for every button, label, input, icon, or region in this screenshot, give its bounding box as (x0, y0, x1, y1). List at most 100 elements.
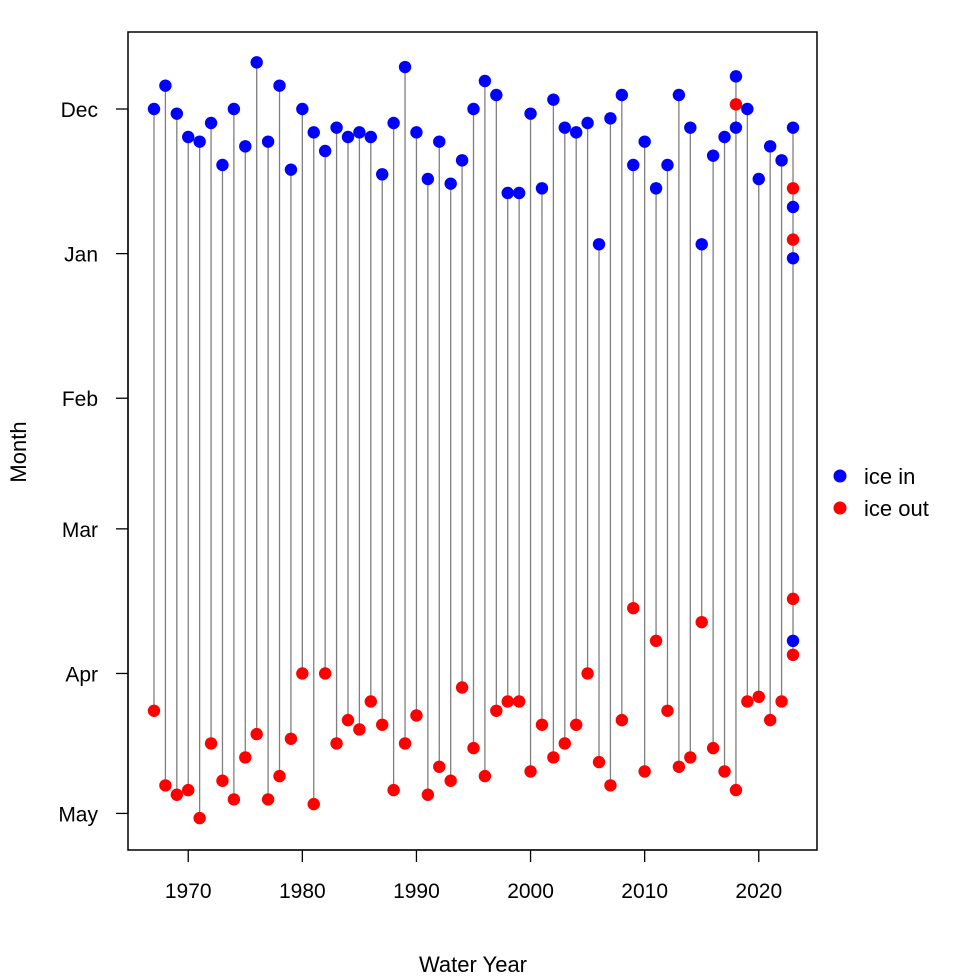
ice-out-point (444, 774, 457, 787)
ice-out-point (227, 793, 241, 806)
ice-out-point (786, 648, 800, 662)
ice-in-point (547, 93, 560, 106)
x-tick-label: 2020 (735, 880, 782, 903)
ice-in-point (569, 126, 583, 139)
x-tick-label: 1980 (279, 880, 326, 903)
legend-label: ice in (864, 464, 915, 489)
ice-in-point (535, 182, 549, 195)
ice-in-point (341, 130, 355, 144)
ice-out-point (376, 718, 389, 731)
ice-out-point (581, 667, 594, 680)
ice-out-point (170, 788, 184, 801)
ice-out-point (627, 601, 640, 615)
ice-in-point (193, 135, 206, 148)
ice-out-point (512, 695, 526, 708)
ice-out-point (239, 751, 252, 764)
ice-in-point (273, 79, 286, 92)
ice-out-point (524, 765, 537, 778)
ice-in-point (501, 186, 514, 200)
ice-out-point (193, 811, 206, 825)
ice-out-point (261, 793, 275, 806)
ice-out-point (786, 592, 800, 606)
ice-in-point (170, 107, 184, 120)
ice-out-point (501, 695, 514, 708)
ice-in-point (182, 130, 195, 144)
ice-out-point (387, 783, 400, 797)
legend-marker (833, 501, 847, 515)
ice-out-point (558, 737, 571, 750)
ice-out-point (204, 737, 218, 750)
y-tick-label: Feb (62, 388, 98, 411)
ice-out-point (763, 713, 777, 727)
ice-out-point (330, 737, 343, 750)
ice-out-point (490, 704, 503, 717)
ice-out-point (147, 704, 161, 717)
ice-in-point (296, 102, 309, 116)
ice-in-point (398, 60, 412, 74)
ice-in-point (467, 102, 480, 116)
ice-in-point (706, 149, 720, 162)
ice-in-point (752, 172, 765, 186)
ice-out-point (159, 779, 172, 792)
ice-out-point (296, 667, 309, 680)
ice-in-point (672, 88, 686, 102)
ice-in-point (455, 154, 469, 167)
ice-out-point (547, 751, 560, 764)
ice-out-point (592, 755, 606, 769)
ice-in-point (227, 102, 241, 116)
ice-out-point (569, 718, 583, 731)
ice-out-point (273, 769, 286, 783)
ice-in-point (318, 144, 332, 158)
ice-in-point (615, 88, 629, 102)
ice-out-point (729, 98, 743, 111)
x-axis-title: Water Year (419, 952, 527, 977)
data-points (147, 56, 800, 825)
ice-out-point (364, 695, 378, 708)
ice-in-point (376, 168, 389, 181)
ice-in-point (763, 140, 777, 153)
ice-in-point (741, 102, 754, 116)
ice-in-point (524, 107, 537, 120)
ice-out-point (535, 718, 549, 731)
connector-lines (153, 62, 794, 819)
ice-out-point (786, 233, 800, 246)
ice-out-point (398, 737, 412, 750)
ice-out-point (353, 723, 366, 736)
ice-in-point (159, 79, 172, 92)
ice-in-point (433, 135, 446, 148)
y-tick-label: May (58, 803, 98, 826)
ice-out-point (421, 788, 435, 801)
ice-in-point (661, 158, 674, 172)
ice-out-point (455, 681, 469, 694)
ice-out-point (318, 667, 332, 680)
ice-in-point (581, 116, 594, 130)
ice-in-point (775, 154, 788, 167)
legend: ice in ice out (833, 464, 929, 521)
ice-in-point (604, 112, 617, 125)
ice-in-point (695, 238, 708, 251)
y-tick-label: Apr (65, 663, 98, 686)
ice-out-point (604, 779, 617, 792)
ice-in-point (444, 177, 457, 190)
legend-marker (833, 469, 847, 483)
ice-in-point (284, 163, 298, 176)
y-tick-label: Dec (61, 99, 98, 122)
ice-out-point (341, 713, 355, 727)
ice-out-point (729, 783, 743, 797)
ice-out-point (638, 765, 651, 778)
ice-out-point (250, 727, 263, 741)
ice-in-point (330, 121, 343, 134)
ice-out-point (706, 741, 720, 755)
ice-out-point (615, 713, 629, 727)
x-tick-label: 2010 (621, 880, 668, 903)
ice-out-point (775, 695, 788, 708)
ice-out-point (433, 760, 446, 773)
ice-out-point (182, 783, 195, 797)
ice-in-point (786, 252, 800, 265)
ice-in-point (364, 130, 378, 144)
ice-in-point (558, 121, 571, 134)
ice-in-point (786, 121, 800, 134)
ice-in-point (387, 116, 400, 130)
ice-out-point (752, 690, 765, 703)
y-tick-label: Mar (62, 519, 98, 542)
